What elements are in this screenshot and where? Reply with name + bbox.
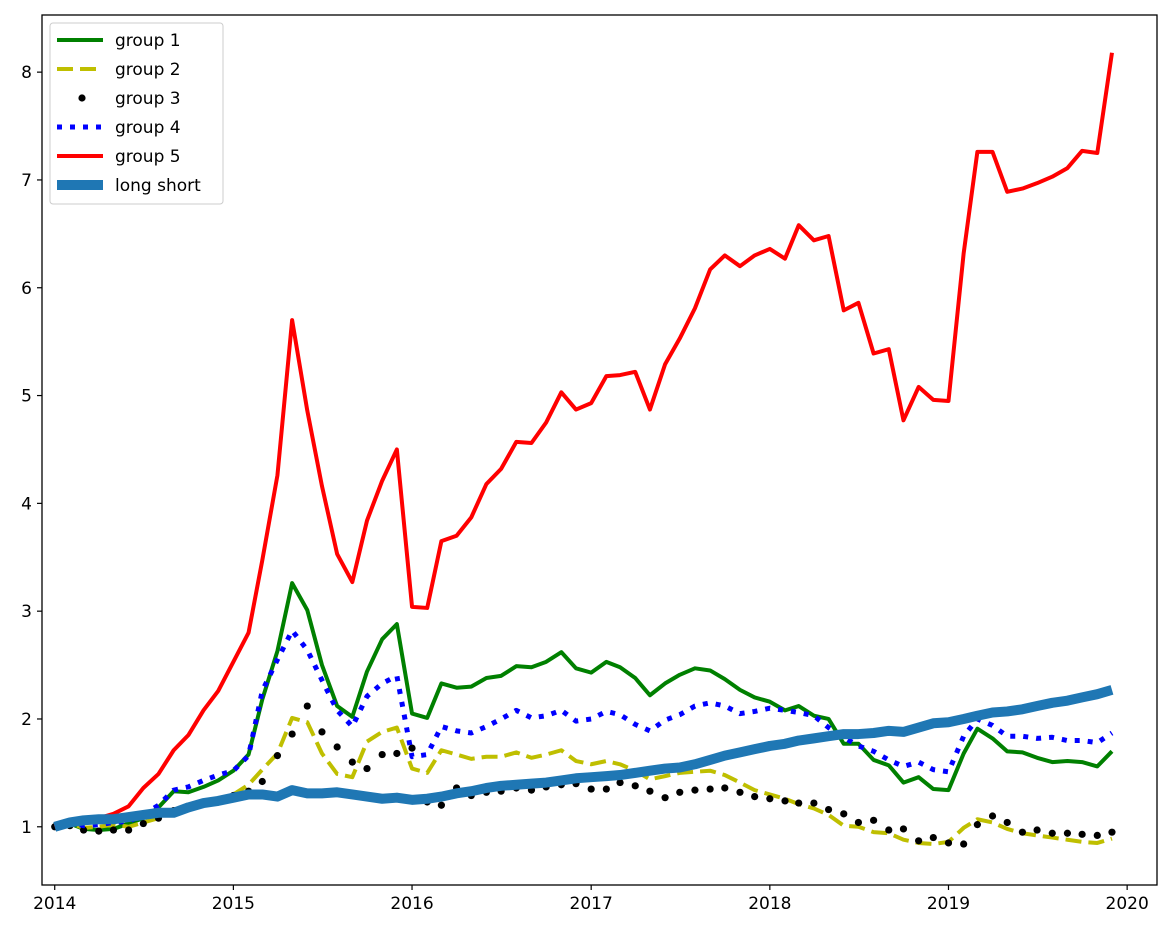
- point-group-3: [1108, 828, 1116, 836]
- point-group-3: [691, 786, 699, 794]
- series-line-group-1: [54, 581, 1114, 833]
- point-group-3: [437, 801, 445, 809]
- legend-label: group 1: [115, 31, 181, 51]
- point-group-3: [288, 730, 296, 738]
- point-group-3: [1048, 829, 1056, 837]
- point-group-3: [766, 795, 774, 803]
- point-group-3: [1078, 830, 1086, 838]
- point-group-3: [988, 812, 997, 820]
- y-tick-label: 4: [21, 494, 32, 514]
- y-tick-label: 2: [21, 710, 32, 730]
- point-group-3: [736, 788, 744, 796]
- point-group-3: [348, 758, 356, 766]
- point-group-3: [631, 782, 639, 790]
- point-group-3: [661, 794, 669, 802]
- point-group-3: [676, 788, 684, 796]
- point-group-3: [646, 787, 654, 795]
- axes-frame: [41, 14, 1158, 886]
- legend-entry-group-5: group 5: [57, 147, 181, 167]
- point-group-3: [960, 840, 968, 848]
- point-group-3: [870, 816, 878, 824]
- point-group-3: [408, 744, 416, 752]
- legend-entry-group-4: group 4: [57, 118, 181, 138]
- point-group-3: [95, 827, 103, 835]
- point-group-3: [139, 819, 147, 828]
- x-tick-label: 2018: [748, 894, 791, 914]
- legend-label: group 2: [115, 60, 181, 80]
- point-group-3: [616, 778, 624, 787]
- legend-entry-group-3: group 3: [78, 89, 181, 109]
- point-group-3: [915, 837, 923, 845]
- legend-entry-group-2: group 2: [57, 60, 181, 80]
- point-group-3: [899, 825, 908, 833]
- plot-lines: [51, 52, 1116, 848]
- y-tick-label: 5: [21, 387, 32, 407]
- point-group-3: [80, 826, 88, 834]
- legend: group 1 group 2 group 3 group 4 group 5 long …: [49, 22, 224, 205]
- y-tick-label: 6: [21, 279, 32, 299]
- legend-label: group 4: [115, 118, 181, 138]
- point-group-3: [1033, 826, 1041, 834]
- y-tick-label: 8: [21, 63, 32, 83]
- x-tick-label: 2014: [33, 894, 76, 914]
- point-group-3: [363, 764, 371, 773]
- y-tick-label: 7: [21, 171, 32, 191]
- x-tick-label: 2017: [570, 894, 613, 914]
- point-group-3: [1018, 828, 1026, 836]
- point-group-3: [258, 777, 266, 786]
- x-axis: 2014 2015 2016 2017 2018 2019 2020: [33, 885, 1149, 914]
- point-group-3: [1063, 829, 1072, 837]
- point-group-3: [125, 826, 133, 834]
- point-group-3: [824, 805, 833, 814]
- legend-label: group 3: [115, 89, 181, 109]
- legend-entry-long-short: long short: [57, 176, 201, 196]
- point-group-3: [303, 702, 311, 710]
- series-line-long-short: [53, 685, 1114, 832]
- point-group-3: [378, 750, 386, 759]
- legend-entry-group-1: group 1: [57, 31, 181, 51]
- legend-label: group 5: [115, 147, 181, 167]
- point-group-3: [810, 799, 818, 807]
- point-group-3: [273, 752, 282, 760]
- point-group-3: [602, 785, 610, 793]
- point-group-3: [944, 839, 953, 847]
- point-group-3: [929, 833, 937, 842]
- point-group-3: [333, 743, 341, 751]
- point-group-3: [854, 818, 863, 827]
- point-group-3: [795, 799, 803, 807]
- point-group-3: [751, 793, 759, 801]
- x-tick-label: 2015: [212, 894, 255, 914]
- point-group-3: [973, 821, 981, 829]
- point-group-3: [318, 728, 326, 736]
- y-axis: 1 2 3 4 5 6 7 8: [21, 63, 42, 838]
- x-tick-label: 2020: [1106, 894, 1149, 914]
- legend-label: long short: [115, 176, 201, 196]
- legend-marker: [78, 94, 86, 102]
- point-group-3: [885, 826, 893, 834]
- point-group-3: [706, 785, 714, 793]
- point-group-3: [109, 826, 118, 834]
- x-tick-label: 2016: [390, 894, 433, 914]
- y-tick-label: 3: [21, 602, 32, 622]
- point-group-3: [587, 785, 595, 793]
- x-tick-label: 2019: [927, 894, 970, 914]
- point-group-3: [393, 749, 401, 758]
- series-line-group-5: [53, 52, 1114, 829]
- point-group-3: [1093, 831, 1101, 840]
- y-tick-label: 1: [21, 818, 32, 838]
- point-group-3: [781, 797, 789, 805]
- point-group-3: [840, 810, 848, 818]
- point-group-3: [721, 784, 729, 792]
- point-group-3: [1003, 818, 1011, 827]
